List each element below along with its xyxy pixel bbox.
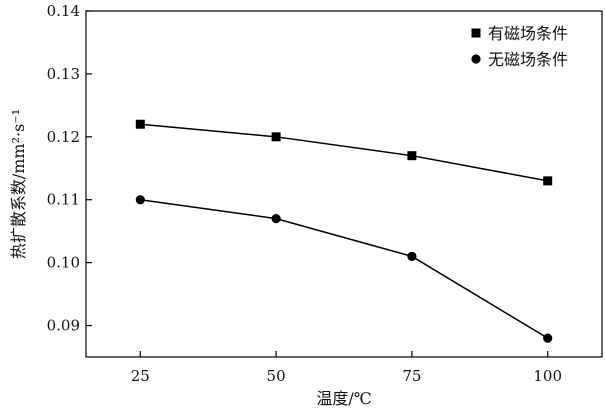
legend-marker-2: [471, 54, 481, 64]
x-tick-label: 75: [402, 367, 421, 385]
y-tick-label: 0.11: [47, 191, 80, 209]
legend-label-1: 有磁场条件: [488, 24, 568, 43]
x-tick-label: 100: [533, 367, 562, 385]
data-point-series-2: [543, 333, 553, 343]
y-tick-label: 0.09: [47, 317, 80, 335]
y-tick-label: 0.14: [47, 2, 80, 20]
y-axis-title: 热扩散系数/mm²·s⁻¹: [9, 109, 28, 259]
series-line-1: [140, 123, 548, 182]
x-axis-ticks: 25 50 75 100: [131, 351, 562, 385]
data-point-series-1: [543, 176, 553, 186]
y-tick-label: 0.13: [47, 65, 80, 83]
y-tick-label: 0.12: [47, 128, 80, 146]
y-tick-label: 0.10: [47, 254, 80, 272]
x-tick-label: 50: [267, 367, 286, 385]
data-point-series-1: [135, 119, 145, 129]
plot-frame: [85, 10, 603, 358]
data-point-series-2: [407, 251, 417, 261]
x-tick-label: 25: [131, 367, 150, 385]
data-point-series-2: [135, 195, 145, 205]
x-axis-title: 温度/℃: [316, 389, 371, 408]
data-point-series-1: [271, 132, 281, 142]
data-point-series-1: [407, 151, 417, 161]
legend-label-2: 无磁场条件: [488, 50, 568, 69]
series-layer: [135, 119, 553, 343]
data-point-series-2: [271, 214, 281, 224]
series-line-2: [140, 198, 549, 339]
y-axis-ticks: 0.09 0.10 0.11 0.12 0.13 0.14: [47, 2, 92, 335]
legend-marker-1: [471, 28, 481, 38]
